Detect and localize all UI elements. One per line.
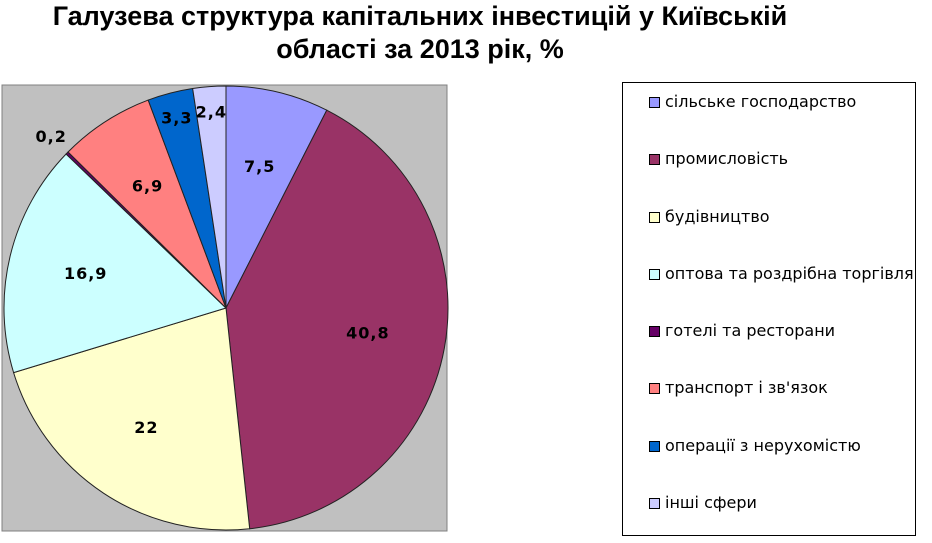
pie-slice [225,85,328,309]
legend: сільське господарство промисловість будівн… [622,82,916,536]
legend-swatch [649,154,660,166]
legend-entry: будівництво [623,206,915,263]
data-label: 16,9 [64,264,107,283]
legend-swatch [649,211,660,223]
legend-swatch [649,440,660,452]
data-label: 22 [134,418,158,437]
chart-title: Галузева структура капітальних інвестиці… [52,1,788,64]
legend-entry: промисловість [623,148,915,205]
legend-swatch [649,97,660,108]
legend-entry: готелі та ресторани [623,320,915,377]
legend-label: готелі та ресторани [665,321,836,341]
legend-entry: сільське господарство [623,91,915,148]
data-label: 0,2 [35,127,66,146]
pie-slice [192,85,227,309]
legend-swatch [649,268,660,280]
legend-label: будівництво [665,206,770,226]
legend-label: транспорт і зв'язок [665,378,828,398]
legend-label: оптова та роздрібна торгівля [665,263,914,283]
legend-label: промисловість [665,149,789,169]
legend-label: сільське господарство [665,92,857,111]
data-label: 2,4 [196,103,227,122]
data-label: 40,8 [346,324,389,343]
pie-slice [12,307,251,531]
legend-label: операції з нерухомістю [665,435,861,455]
legend-swatch [649,326,660,338]
legend-swatch [649,498,660,510]
data-label: 6,9 [132,176,163,195]
pie-slice [225,109,449,530]
legend-label: інші сфери [665,493,757,513]
data-label: 3,3 [161,108,192,127]
legend-entry: оптова та роздрібна торгівля [623,263,915,320]
data-label: 7,5 [244,157,275,176]
pie-slice [3,153,227,374]
legend-entry: інші сфери [623,492,915,543]
legend-entry: транспорт і зв'язок [623,377,915,434]
legend-swatch [649,383,660,395]
legend-entry: операції з нерухомістю [623,435,915,492]
